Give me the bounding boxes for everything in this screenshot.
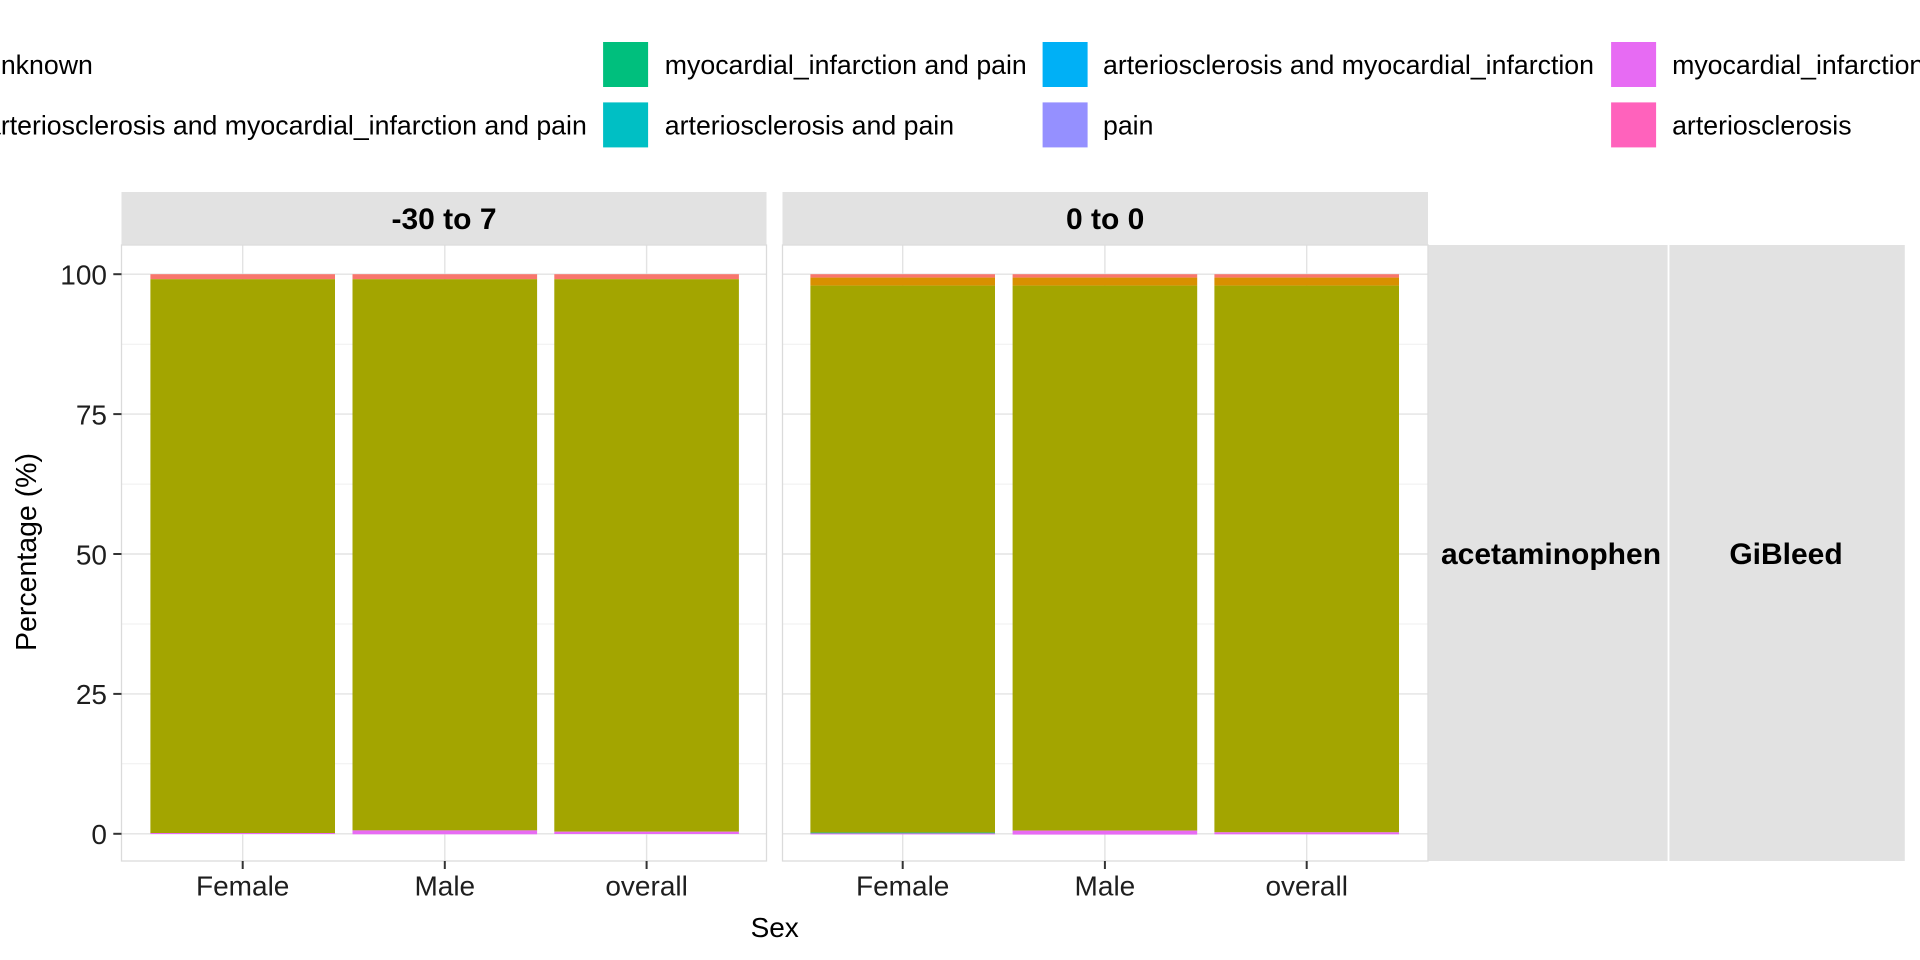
svg-text:arteriosclerosis and myocardia: arteriosclerosis and myocardial_infarcti… <box>0 111 587 141</box>
svg-text:Male: Male <box>414 871 475 902</box>
svg-text:25: 25 <box>76 679 107 710</box>
svg-text:75: 75 <box>76 399 107 430</box>
svg-text:overall: overall <box>1265 871 1347 902</box>
svg-text:Female: Female <box>196 871 289 902</box>
svg-text:pain: pain <box>1103 111 1153 141</box>
svg-text:-30 to 7: -30 to 7 <box>391 203 496 236</box>
svg-text:Male: Male <box>1075 871 1136 902</box>
svg-text:unknown: unknown <box>0 50 93 80</box>
svg-text:100: 100 <box>60 260 107 291</box>
svg-text:Sex: Sex <box>751 912 799 943</box>
svg-text:arteriosclerosis and myocardia: arteriosclerosis and myocardial_infarcti… <box>1103 50 1594 80</box>
svg-text:arteriosclerosis: arteriosclerosis <box>1672 111 1851 141</box>
svg-text:0: 0 <box>91 819 107 850</box>
svg-text:Female: Female <box>856 871 949 902</box>
svg-text:acetaminophen: acetaminophen <box>1441 538 1661 571</box>
svg-text:myocardial_infarction: myocardial_infarction <box>1672 50 1920 80</box>
svg-text:GiBleed: GiBleed <box>1729 538 1842 571</box>
svg-text:Percentage (%): Percentage (%) <box>11 453 43 651</box>
svg-text:overall: overall <box>605 871 687 902</box>
svg-text:arteriosclerosis and pain: arteriosclerosis and pain <box>665 111 954 141</box>
svg-text:myocardial_infarction and pain: myocardial_infarction and pain <box>665 50 1027 80</box>
svg-text:50: 50 <box>76 539 107 570</box>
svg-text:0 to 0: 0 to 0 <box>1066 203 1144 236</box>
